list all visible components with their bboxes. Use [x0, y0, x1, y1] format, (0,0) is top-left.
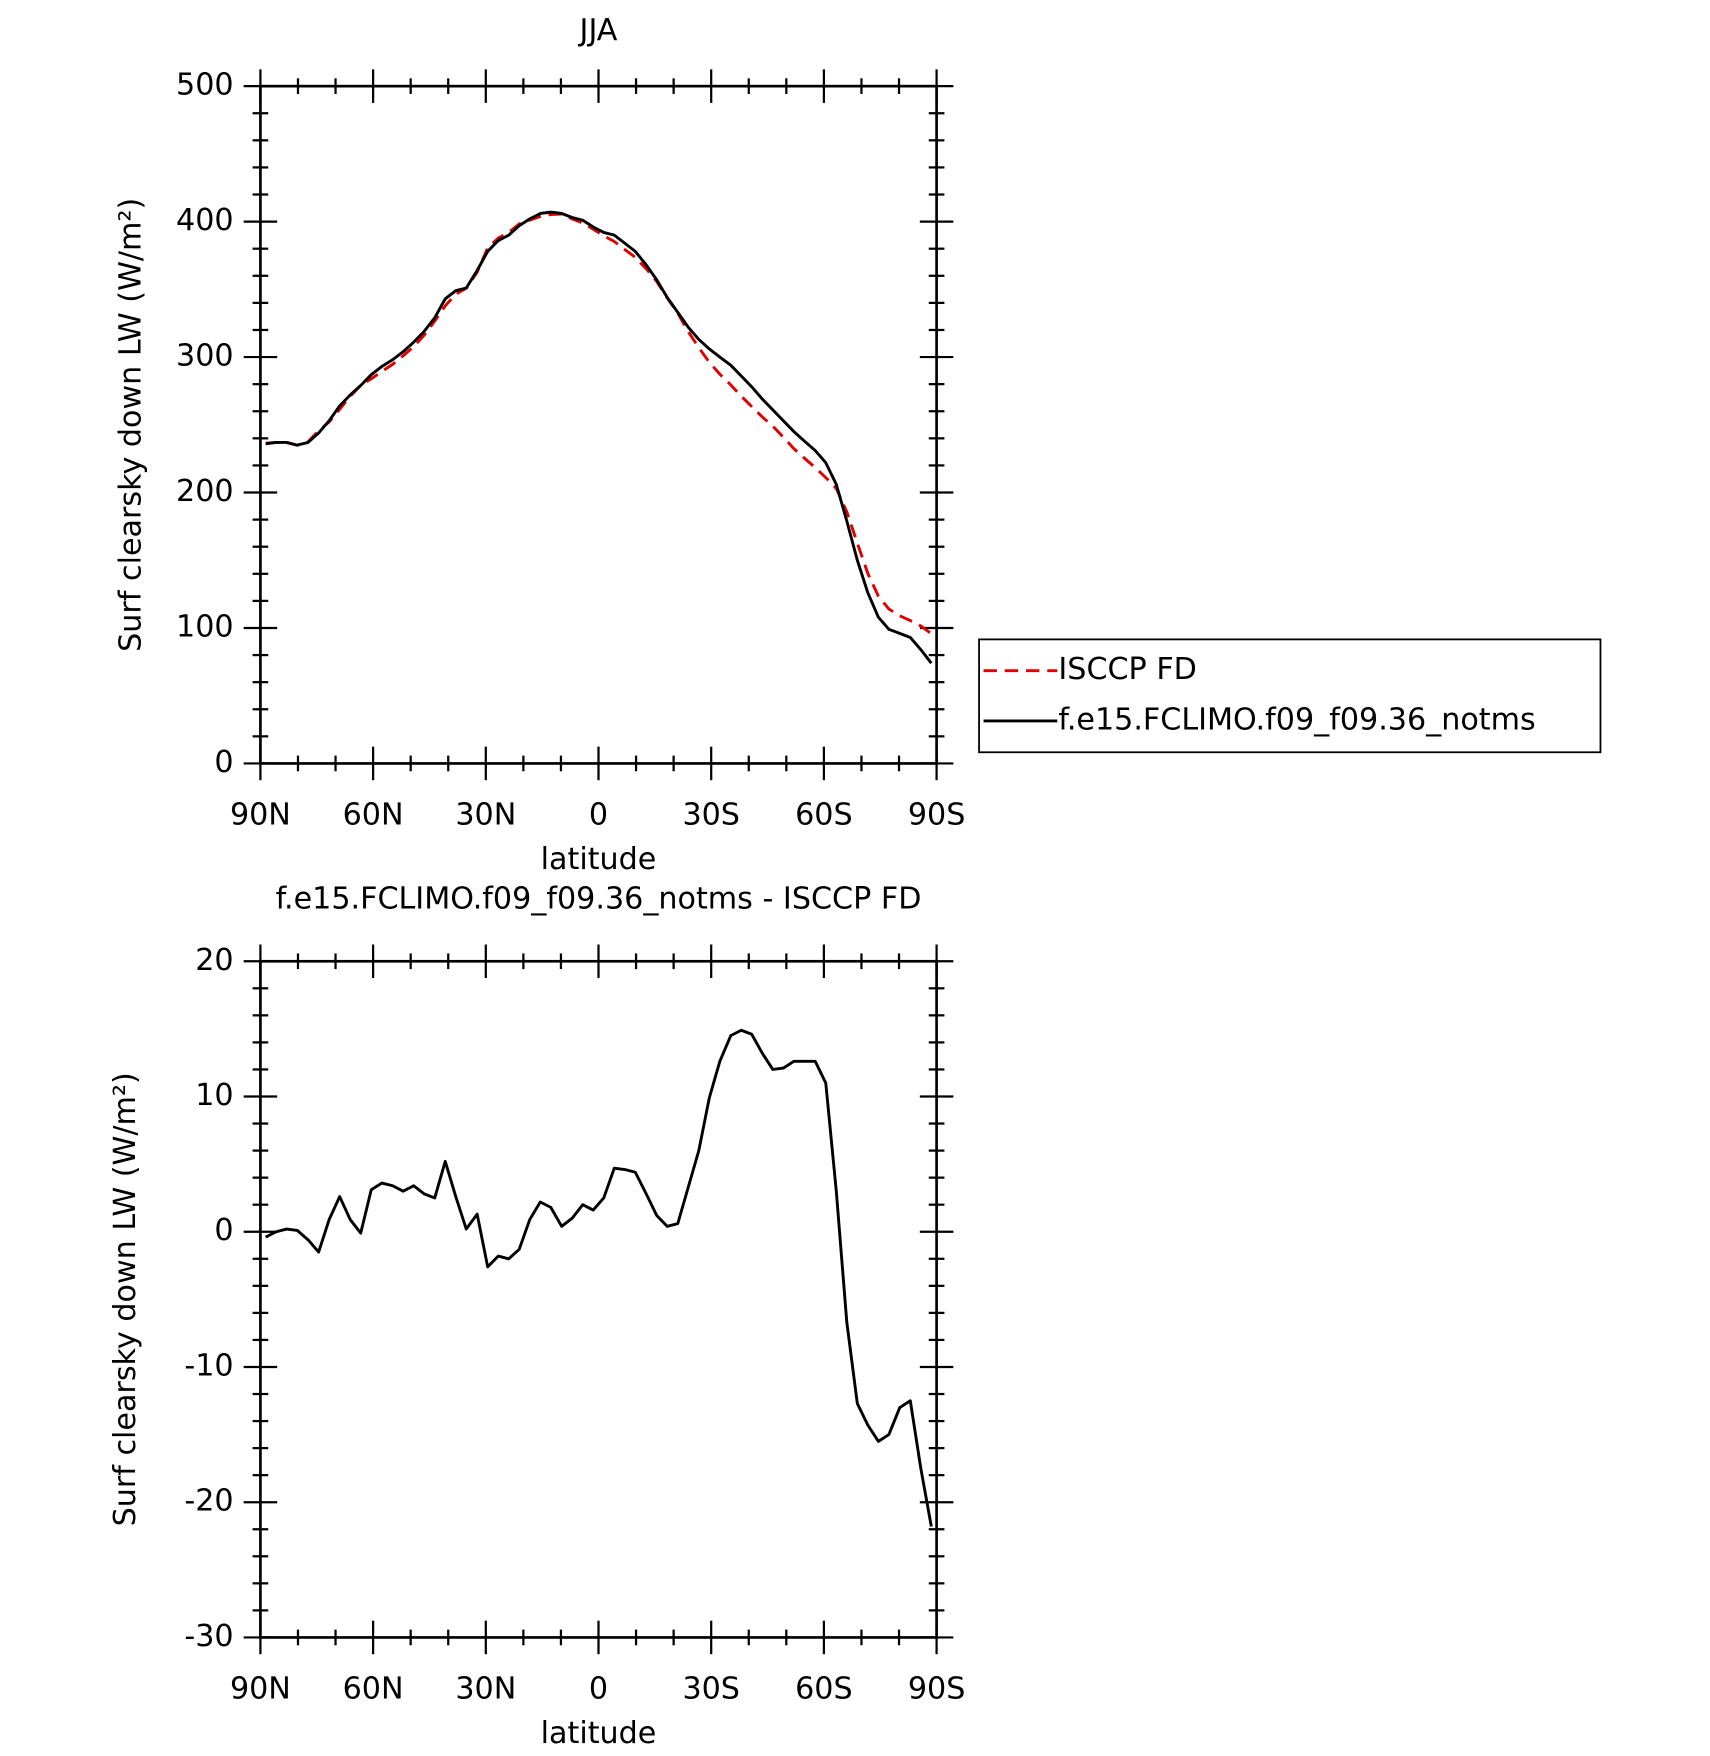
- y-tick-label: -30: [184, 1619, 233, 1654]
- x-tick-label: 30N: [455, 797, 516, 832]
- y-tick-label: 100: [176, 609, 234, 644]
- y-tick-label: -20: [184, 1484, 233, 1519]
- x-tick-label: 60N: [343, 1671, 404, 1706]
- y-axis-label: Surf clearsky down LW (W/m²): [108, 1072, 143, 1526]
- y-tick-label: 10: [195, 1078, 233, 1113]
- x-tick-label: 90N: [230, 1671, 291, 1706]
- y-tick-label: 0: [214, 745, 233, 780]
- plot-frame: [259, 959, 938, 1639]
- legend-label: f.e15.FCLIMO.f09_f09.36_notms: [1058, 702, 1535, 737]
- x-axis-label: latitude: [541, 842, 657, 877]
- y-axis-label: Surf clearsky down LW (W/m²): [113, 198, 148, 652]
- legend-label: ISCCP FD: [1058, 652, 1197, 687]
- chart-title: JJA: [578, 13, 618, 48]
- x-tick-label: 30S: [682, 797, 740, 832]
- y-tick-label: 400: [176, 203, 234, 238]
- x-tick-label: 0: [589, 797, 608, 832]
- y-tick-label: 200: [176, 474, 234, 509]
- legend-box: [978, 638, 1602, 754]
- data-line: [265, 1028, 933, 1527]
- data-line: [265, 210, 933, 665]
- x-tick-label: 60S: [795, 797, 853, 832]
- y-tick-label: 500: [176, 68, 234, 103]
- y-tick-label: 20: [195, 943, 233, 978]
- x-axis-label: latitude: [541, 1716, 657, 1751]
- y-tick-label: 300: [176, 339, 234, 374]
- chart-title: f.e15.FCLIMO.f09_f09.36_notms - ISCCP FD: [276, 881, 922, 916]
- y-tick-label: -10: [184, 1348, 233, 1383]
- x-tick-label: 90N: [230, 797, 291, 832]
- x-tick-label: 30S: [682, 1671, 740, 1706]
- x-tick-label: 90S: [908, 1671, 966, 1706]
- x-tick-label: 60S: [795, 1671, 853, 1706]
- x-tick-label: 0: [589, 1671, 608, 1706]
- y-tick-label: 0: [214, 1213, 233, 1248]
- x-tick-label: 30N: [455, 1671, 516, 1706]
- x-tick-label: 60N: [343, 797, 404, 832]
- plot-frame: [259, 84, 938, 765]
- x-tick-label: 90S: [908, 797, 966, 832]
- data-line: [265, 212, 933, 635]
